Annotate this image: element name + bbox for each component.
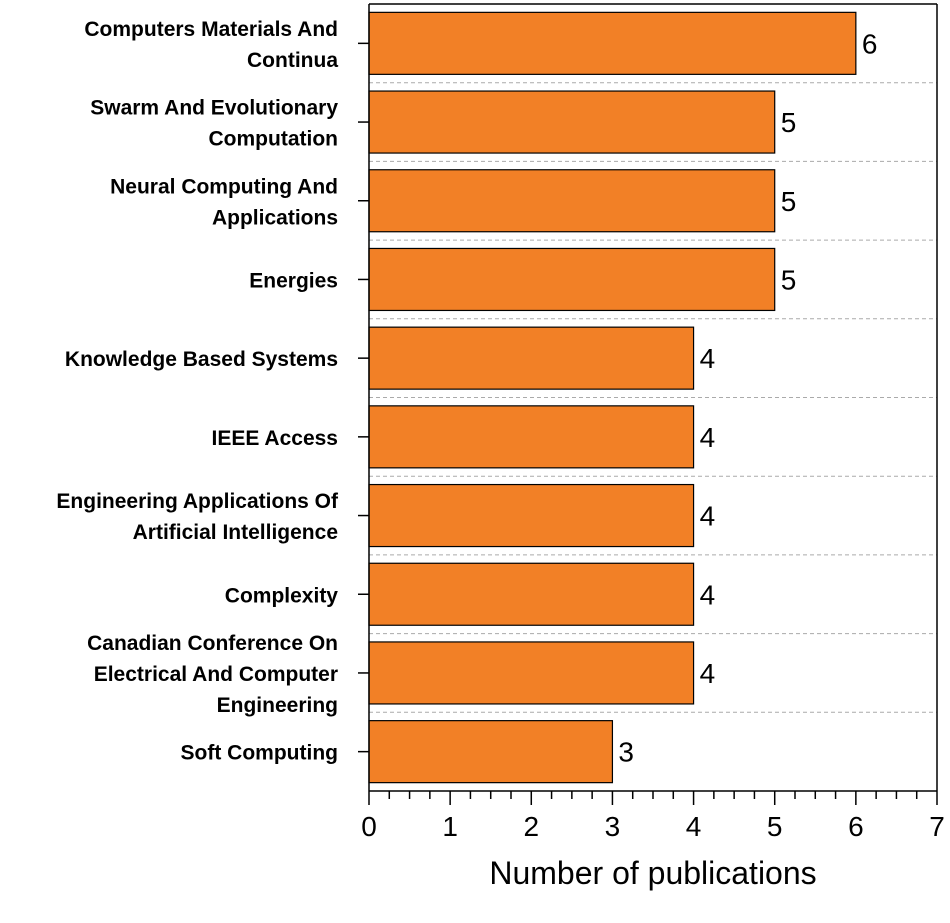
x-tick-label: 3 xyxy=(605,811,621,842)
value-label: 5 xyxy=(781,107,797,138)
bar xyxy=(368,90,776,154)
value-label: 4 xyxy=(700,658,716,689)
value-label: 5 xyxy=(781,186,797,217)
category-label: IEEE Access xyxy=(212,427,338,450)
category-label: Soft Computing xyxy=(181,742,338,765)
x-axis-title: Number of publications xyxy=(489,855,816,891)
bar xyxy=(368,405,695,469)
x-tick-label: 5 xyxy=(767,811,783,842)
bar xyxy=(368,483,695,548)
bar xyxy=(368,562,695,626)
value-label: 4 xyxy=(700,422,716,453)
bar xyxy=(368,720,614,784)
category-label: Engineering Applications Of Artificial In… xyxy=(56,490,339,544)
value-labels: 6 5 5 5 4 4 4 4 4 3 xyxy=(618,28,877,767)
category-label: Computers Materials And Continua xyxy=(84,18,338,72)
bar xyxy=(368,641,695,705)
x-tick-label: 1 xyxy=(442,811,458,842)
value-label: 3 xyxy=(618,737,634,768)
grid-lines xyxy=(369,82,937,713)
bar xyxy=(368,247,776,312)
x-tick-label: 0 xyxy=(361,811,377,842)
value-label: 4 xyxy=(700,579,716,610)
category-label: Energies xyxy=(249,269,338,292)
value-label: 6 xyxy=(862,28,878,59)
bars xyxy=(368,11,857,784)
x-tick-label: 4 xyxy=(686,811,702,842)
value-label: 5 xyxy=(781,264,797,295)
value-label: 4 xyxy=(700,343,716,374)
axes: 0 1 2 3 4 5 6 7 xyxy=(358,3,945,842)
category-label: Knowledge Based Systems xyxy=(65,348,338,371)
category-labels: Computers Materials And Continua Swarm And… xyxy=(56,18,339,765)
category-label: Neural Computing And Applications xyxy=(110,175,338,229)
bar xyxy=(368,11,857,75)
x-tick-label: 7 xyxy=(929,811,945,842)
category-label: Complexity xyxy=(225,584,339,607)
value-label: 4 xyxy=(700,501,716,532)
bar xyxy=(368,326,695,390)
category-label: Swarm And Evolutionary Computation xyxy=(90,97,338,151)
x-tick-label: 6 xyxy=(848,811,864,842)
x-tick-label: 2 xyxy=(523,811,539,842)
category-label: Canadian Conference On Electrical And Com… xyxy=(87,632,338,717)
bar xyxy=(368,169,776,233)
